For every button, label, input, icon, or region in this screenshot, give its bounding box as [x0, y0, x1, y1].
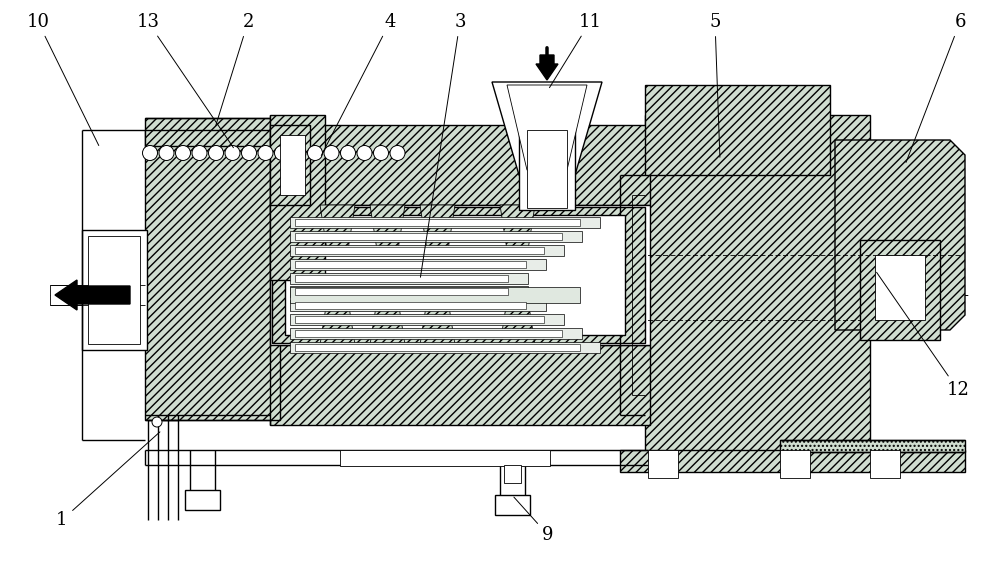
Text: 2: 2	[216, 13, 254, 126]
Bar	[145, 130, 280, 420]
Circle shape	[374, 145, 388, 160]
Polygon shape	[370, 300, 405, 345]
Polygon shape	[492, 82, 602, 175]
FancyArrow shape	[536, 55, 558, 80]
Bar	[290, 314, 564, 325]
Circle shape	[390, 145, 405, 160]
Bar	[88, 236, 140, 344]
Text: 9: 9	[514, 497, 554, 544]
Polygon shape	[507, 85, 587, 170]
Text: 11: 11	[549, 13, 602, 88]
Text: 3: 3	[420, 13, 466, 277]
Text: 1: 1	[56, 432, 160, 529]
Circle shape	[274, 145, 290, 160]
Bar	[270, 125, 650, 205]
Polygon shape	[420, 205, 455, 250]
Bar	[290, 245, 564, 256]
Circle shape	[208, 145, 224, 160]
Bar	[290, 287, 580, 303]
Text: 5: 5	[709, 13, 721, 157]
Bar	[295, 261, 526, 268]
Bar	[82, 230, 147, 350]
Circle shape	[258, 145, 273, 160]
Bar	[495, 495, 530, 515]
Circle shape	[143, 145, 158, 160]
Bar	[295, 247, 544, 254]
Bar	[295, 302, 526, 309]
Bar	[780, 450, 810, 478]
Bar	[295, 275, 508, 282]
Text: 13: 13	[136, 13, 233, 148]
Circle shape	[225, 145, 240, 160]
Polygon shape	[370, 205, 405, 250]
Polygon shape	[320, 205, 355, 250]
Bar	[270, 125, 310, 205]
FancyArrow shape	[55, 280, 130, 310]
Bar	[290, 231, 582, 242]
Circle shape	[192, 145, 207, 160]
Bar	[290, 217, 600, 228]
Bar	[295, 316, 544, 323]
Bar	[290, 342, 600, 353]
Bar	[280, 135, 305, 195]
Bar	[290, 300, 546, 311]
Bar	[504, 465, 521, 483]
Circle shape	[291, 145, 306, 160]
Bar	[645, 115, 870, 455]
Bar	[340, 450, 550, 466]
Polygon shape	[420, 300, 455, 345]
Bar	[780, 440, 965, 452]
Circle shape	[357, 145, 372, 160]
Circle shape	[152, 417, 162, 427]
Circle shape	[176, 145, 190, 160]
Bar	[648, 450, 678, 478]
Circle shape	[340, 145, 356, 160]
Bar	[270, 115, 325, 280]
Bar	[620, 450, 965, 472]
Circle shape	[159, 145, 174, 160]
Bar	[285, 215, 625, 335]
Bar	[50, 285, 145, 305]
Bar	[295, 288, 508, 295]
Bar	[860, 240, 940, 340]
Bar	[295, 344, 580, 351]
Bar	[290, 273, 528, 284]
Bar	[290, 286, 528, 297]
Bar	[290, 328, 582, 339]
Bar	[519, 125, 575, 210]
Polygon shape	[835, 140, 965, 330]
Polygon shape	[500, 205, 535, 250]
Bar	[645, 85, 830, 175]
Bar	[875, 255, 925, 320]
Bar	[272, 207, 645, 343]
Circle shape	[242, 145, 256, 160]
Polygon shape	[500, 300, 535, 345]
Circle shape	[308, 145, 322, 160]
Bar	[270, 205, 650, 345]
Bar	[145, 118, 280, 146]
Bar	[295, 219, 580, 226]
Bar	[270, 345, 650, 425]
Bar	[527, 130, 567, 208]
Text: 4: 4	[321, 13, 396, 155]
Text: 12: 12	[877, 272, 969, 399]
Text: 6: 6	[906, 13, 966, 162]
Bar	[870, 450, 900, 478]
Circle shape	[324, 145, 339, 160]
Polygon shape	[320, 300, 355, 345]
Text: 10: 10	[26, 13, 99, 145]
Bar	[295, 233, 562, 240]
Bar	[295, 330, 562, 337]
Bar	[290, 259, 546, 270]
Bar	[185, 490, 220, 510]
